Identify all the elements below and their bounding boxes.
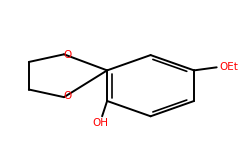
Text: O: O [64, 91, 72, 101]
Text: OH: OH [92, 118, 108, 128]
Text: OEt: OEt [218, 62, 237, 72]
Text: O: O [64, 50, 72, 60]
